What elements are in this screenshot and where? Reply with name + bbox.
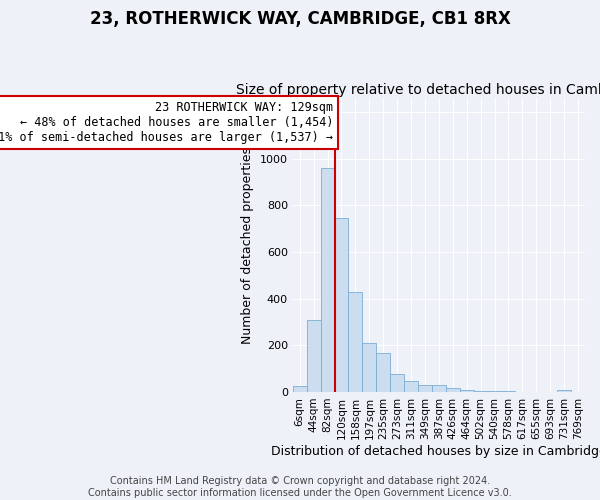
Bar bbox=[473, 391, 488, 392]
Bar bbox=[376, 354, 390, 392]
Bar bbox=[557, 390, 571, 392]
Bar bbox=[307, 320, 320, 392]
Bar bbox=[446, 388, 460, 392]
Text: 23, ROTHERWICK WAY, CAMBRIDGE, CB1 8RX: 23, ROTHERWICK WAY, CAMBRIDGE, CB1 8RX bbox=[89, 10, 511, 28]
Bar bbox=[320, 168, 335, 392]
Bar bbox=[349, 292, 362, 392]
Bar bbox=[418, 385, 432, 392]
X-axis label: Distribution of detached houses by size in Cambridge: Distribution of detached houses by size … bbox=[271, 444, 600, 458]
Bar bbox=[460, 390, 473, 392]
Bar bbox=[293, 386, 307, 392]
Title: Size of property relative to detached houses in Cambridge: Size of property relative to detached ho… bbox=[236, 83, 600, 97]
Bar bbox=[335, 218, 349, 392]
Bar bbox=[362, 343, 376, 392]
Text: 23 ROTHERWICK WAY: 129sqm
← 48% of detached houses are smaller (1,454)
51% of se: 23 ROTHERWICK WAY: 129sqm ← 48% of detac… bbox=[0, 101, 333, 144]
Bar bbox=[390, 374, 404, 392]
Y-axis label: Number of detached properties: Number of detached properties bbox=[241, 146, 254, 344]
Text: Contains HM Land Registry data © Crown copyright and database right 2024.
Contai: Contains HM Land Registry data © Crown c… bbox=[88, 476, 512, 498]
Bar bbox=[432, 385, 446, 392]
Bar bbox=[404, 382, 418, 392]
